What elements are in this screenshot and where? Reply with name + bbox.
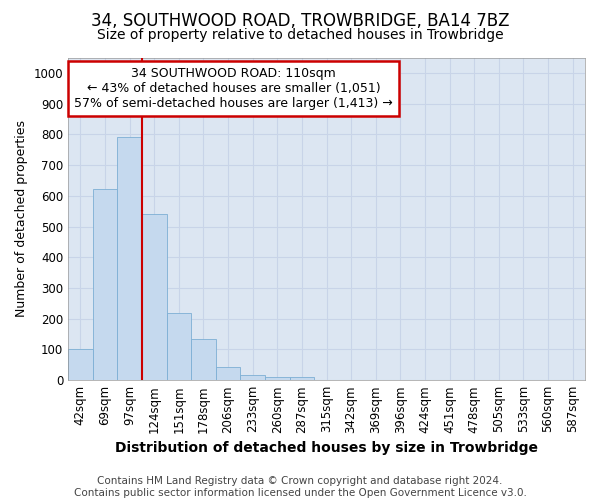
Text: 34, SOUTHWOOD ROAD, TROWBRIDGE, BA14 7BZ: 34, SOUTHWOOD ROAD, TROWBRIDGE, BA14 7BZ xyxy=(91,12,509,30)
Text: Contains HM Land Registry data © Crown copyright and database right 2024.
Contai: Contains HM Land Registry data © Crown c… xyxy=(74,476,526,498)
Y-axis label: Number of detached properties: Number of detached properties xyxy=(15,120,28,318)
Bar xyxy=(241,375,265,380)
Bar xyxy=(290,377,314,380)
X-axis label: Distribution of detached houses by size in Trowbridge: Distribution of detached houses by size … xyxy=(115,441,538,455)
Bar xyxy=(167,312,191,380)
Bar xyxy=(216,367,241,380)
Bar xyxy=(92,189,117,380)
Text: 34 SOUTHWOOD ROAD: 110sqm
← 43% of detached houses are smaller (1,051)
57% of se: 34 SOUTHWOOD ROAD: 110sqm ← 43% of detac… xyxy=(74,67,393,110)
Bar xyxy=(142,214,167,380)
Bar xyxy=(191,340,216,380)
Bar xyxy=(68,348,92,380)
Text: Size of property relative to detached houses in Trowbridge: Size of property relative to detached ho… xyxy=(97,28,503,42)
Bar xyxy=(117,138,142,380)
Bar xyxy=(265,377,290,380)
